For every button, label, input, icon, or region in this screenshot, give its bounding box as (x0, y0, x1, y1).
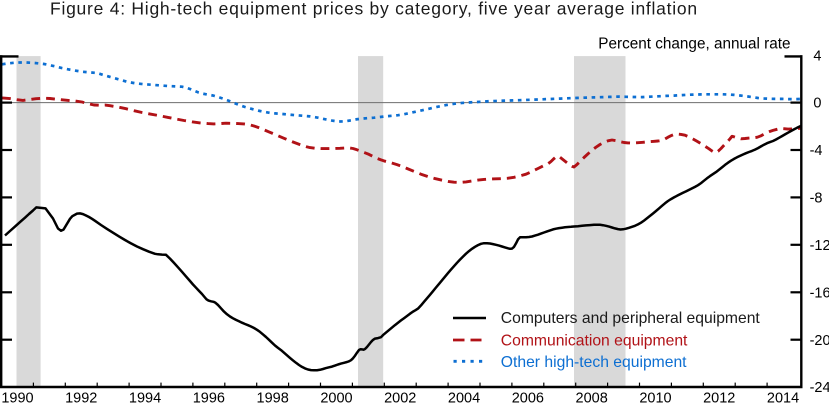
svg-text:-12: -12 (810, 238, 829, 254)
svg-text:4: 4 (813, 48, 821, 64)
svg-text:1990: 1990 (1, 390, 33, 403)
svg-text:0: 0 (813, 96, 821, 112)
svg-text:-4: -4 (810, 143, 823, 159)
svg-text:Figure 4: High-tech equipment: Figure 4: High-tech equipment prices by … (50, 0, 698, 19)
svg-text:Computers and peripheral equip: Computers and peripheral equipment (501, 310, 761, 327)
svg-text:-24: -24 (810, 380, 829, 396)
svg-text:2004: 2004 (448, 390, 480, 403)
svg-text:2000: 2000 (320, 390, 352, 403)
svg-text:2006: 2006 (512, 390, 544, 403)
svg-text:-16: -16 (810, 286, 829, 302)
svg-text:1992: 1992 (65, 390, 97, 403)
svg-text:2002: 2002 (384, 390, 416, 403)
svg-text:Other high-tech equipment: Other high-tech equipment (501, 354, 687, 371)
svg-text:-20: -20 (810, 333, 829, 349)
svg-text:2010: 2010 (639, 390, 671, 403)
svg-text:1994: 1994 (129, 390, 161, 403)
svg-text:2014: 2014 (767, 390, 799, 403)
svg-text:Communication equipment: Communication equipment (501, 332, 688, 349)
svg-text:Percent change, annual rate: Percent change, annual rate (598, 36, 790, 53)
svg-text:1998: 1998 (257, 390, 289, 403)
svg-text:-8: -8 (810, 191, 823, 207)
svg-text:2012: 2012 (703, 390, 735, 403)
svg-text:1996: 1996 (193, 390, 225, 403)
svg-text:2008: 2008 (576, 390, 608, 403)
